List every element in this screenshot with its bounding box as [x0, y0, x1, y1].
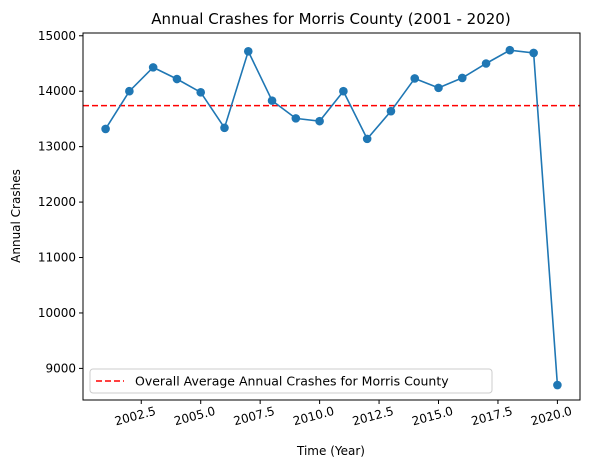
chart-title: Annual Crashes for Morris County (2001 -…: [151, 10, 510, 28]
legend: Overall Average Annual Crashes for Morri…: [89, 368, 493, 394]
data-point-2016: [457, 73, 467, 83]
data-point-2001: [101, 124, 110, 134]
y-tick-label: 15000: [38, 29, 76, 43]
data-point-2010: [315, 116, 324, 126]
x-tick-label: 2015.0: [410, 404, 454, 428]
x-axis-label: Time (Year): [296, 444, 365, 458]
data-point-2013: [386, 106, 396, 116]
data-point-2020: [553, 380, 562, 390]
data-point-2009: [291, 114, 301, 123]
series-line: [104, 49, 559, 386]
data-point-2018: [505, 45, 515, 55]
y-tick-label: 9000: [45, 361, 76, 375]
legend-entry-label: Overall Average Annual Crashes for Morri…: [135, 374, 449, 389]
x-tick-label: 2002.5: [113, 404, 157, 428]
y-tick-label: 13000: [38, 140, 76, 154]
data-point-2015: [434, 83, 443, 93]
legend-box: [89, 368, 493, 394]
data-point-2006: [220, 123, 229, 133]
data-point-2003: [148, 63, 158, 72]
data-point-2011: [339, 86, 348, 96]
plot-area: [82, 32, 581, 401]
data-point-2005: [196, 88, 206, 97]
y-tick-label: 12000: [38, 195, 76, 209]
data-point-2012: [362, 134, 372, 144]
y-tick-label: 11000: [38, 251, 76, 265]
data-point-2008: [267, 96, 277, 105]
data-point-2017: [481, 59, 491, 68]
x-tick-label: 2017.5: [470, 404, 514, 428]
y-axis: 9000 10000 11000 12000 13000 14000 15000: [38, 29, 83, 375]
data-point-2007: [243, 46, 253, 56]
x-tick-label: 2005.0: [173, 404, 217, 428]
x-axis: 2002.5 2005.0 2007.5 2010.0 2012.5 2015.0 2017…: [113, 400, 573, 428]
x-tick-label: 2012.5: [351, 404, 395, 428]
data-point-2014: [410, 74, 420, 83]
x-tick-label: 2010.0: [291, 404, 335, 428]
data-point-2002: [125, 86, 134, 96]
data-point-2004: [172, 74, 182, 84]
data-point-2019: [529, 48, 538, 58]
x-tick-label: 2020.0: [529, 404, 573, 428]
y-axis-label: Annual Crashes: [9, 169, 23, 263]
y-tick-label: 10000: [38, 306, 76, 320]
x-tick-label: 2007.5: [232, 404, 276, 428]
axes-frame: [82, 32, 581, 401]
y-tick-label: 14000: [38, 84, 76, 98]
